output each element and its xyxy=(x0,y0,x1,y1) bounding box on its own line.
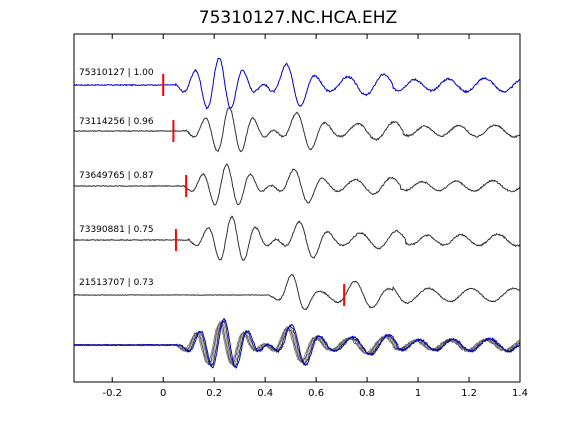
trace-label: 73649765 | 0.87 xyxy=(79,171,154,181)
trace-21513707: 21513707 | 0.73 xyxy=(73,273,521,310)
axes-frame xyxy=(73,33,521,383)
trace-73390881: 73390881 | 0.75 xyxy=(74,215,521,262)
x-axis: -0.2 0 0.2 0.4 0.6 0.8 1 1.2 1.4 xyxy=(102,34,528,399)
x-tick-label: 0.2 xyxy=(206,388,222,399)
overlay-stack xyxy=(73,318,521,369)
x-tick-label: 0.6 xyxy=(308,388,324,399)
trace-label: 73390881 | 0.75 xyxy=(79,225,154,235)
x-tick-label: 0.8 xyxy=(359,388,375,399)
trace-waveform xyxy=(73,273,521,310)
trace-waveform xyxy=(73,162,521,206)
trace-waveform xyxy=(73,107,521,153)
x-tick-label: -0.2 xyxy=(102,388,122,399)
trace-label: 21513707 | 0.73 xyxy=(79,278,154,288)
x-tick-label: 0 xyxy=(160,388,166,399)
x-tick-label: 1 xyxy=(415,388,421,399)
chart-title: 75310127.NC.HCA.EHZ xyxy=(199,8,397,28)
trace-75310127: 75310127 | 1.00 xyxy=(74,57,521,110)
overlay-waveform xyxy=(73,318,521,369)
trace-waveform xyxy=(74,215,521,262)
trace-waveform xyxy=(74,57,521,110)
trace-label: 73114256 | 0.96 xyxy=(79,117,154,127)
trace-73114256: 73114256 | 0.96 xyxy=(73,107,521,153)
trace-label: 75310127 | 1.00 xyxy=(79,68,154,78)
plot-area: 75310127 | 1.00 73114256 | 0.96 73649765 |… xyxy=(73,57,521,369)
x-tick-label: 1.2 xyxy=(461,388,477,399)
x-tick-label: 1.4 xyxy=(512,388,528,399)
x-tick-label: 0.4 xyxy=(257,388,273,399)
trace-73649765: 73649765 | 0.87 xyxy=(73,162,521,206)
